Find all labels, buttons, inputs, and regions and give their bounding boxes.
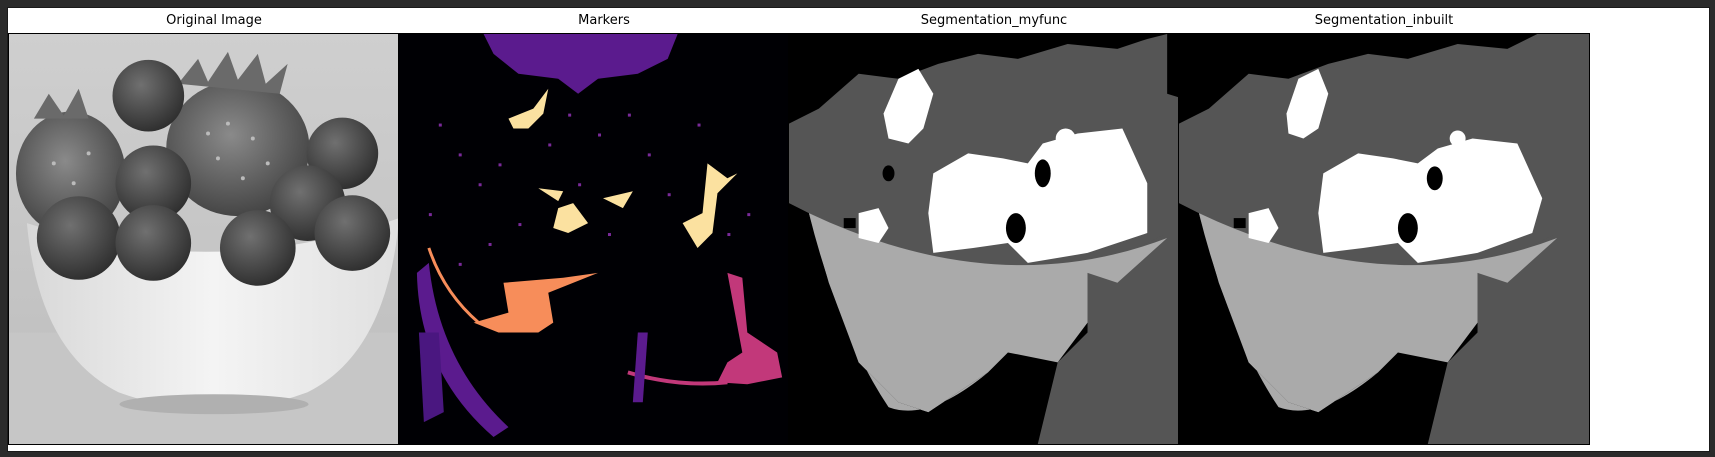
- figure-canvas: Original Image: [7, 7, 1710, 452]
- segmentation-inbuilt-graphic: [1179, 34, 1589, 444]
- panel-title: Segmentation_inbuilt: [1314, 13, 1454, 28]
- markers-graphic: [399, 34, 809, 444]
- original-image-graphic: [9, 34, 419, 444]
- segmentation-myfunc-image: [788, 33, 1200, 445]
- panel-original-image: Original Image: [8, 8, 420, 451]
- panel-segmentation-myfunc: Segmentation_myfunc: [788, 8, 1200, 451]
- panel-title: Markers: [578, 13, 630, 28]
- panel-markers: Markers: [398, 8, 810, 451]
- panel-title: Original Image: [166, 13, 262, 28]
- panel-title: Segmentation_myfunc: [920, 13, 1068, 28]
- panel-segmentation-inbuilt: Segmentation_inbuilt: [1178, 8, 1590, 451]
- markers-image: [398, 33, 810, 445]
- original-image: [8, 33, 420, 445]
- segmentation-inbuilt-image: [1178, 33, 1590, 445]
- segmentation-myfunc-graphic: [789, 34, 1199, 444]
